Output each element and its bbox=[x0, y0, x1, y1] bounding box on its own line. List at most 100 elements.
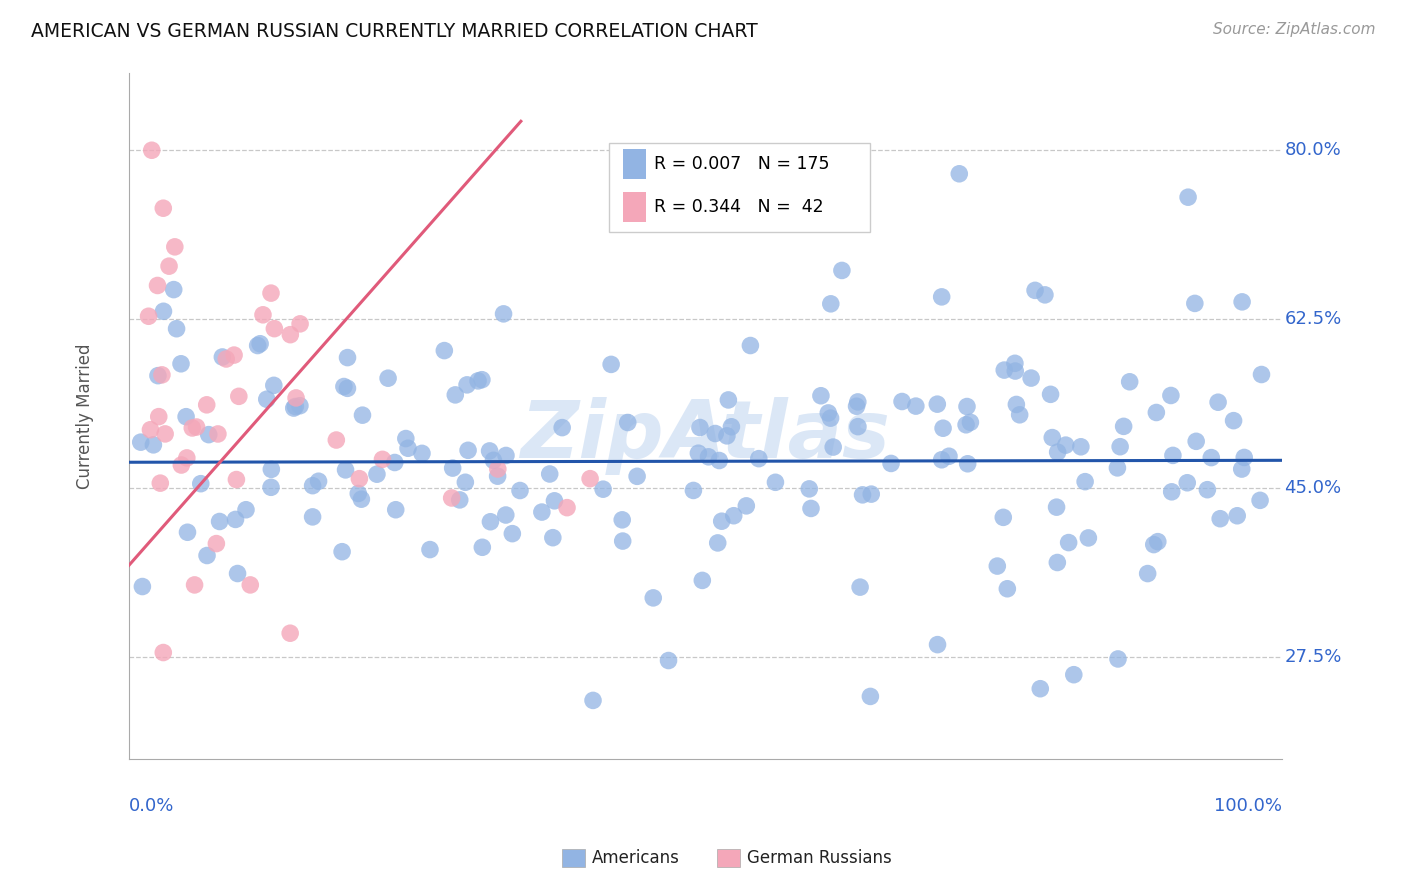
Point bbox=[260, 286, 283, 301]
Point bbox=[174, 409, 197, 424]
Point bbox=[226, 566, 249, 581]
Text: 27.5%: 27.5% bbox=[1285, 648, 1341, 666]
Point bbox=[301, 478, 323, 492]
Text: R = 0.007   N = 175: R = 0.007 N = 175 bbox=[654, 154, 830, 173]
Point bbox=[278, 327, 301, 342]
Point bbox=[955, 417, 977, 432]
Point bbox=[538, 467, 561, 481]
Point bbox=[612, 534, 634, 549]
Point bbox=[1024, 284, 1046, 298]
Point bbox=[740, 338, 762, 352]
Point bbox=[1184, 296, 1206, 310]
Point bbox=[471, 373, 494, 387]
Point bbox=[330, 544, 353, 558]
Point bbox=[283, 401, 305, 415]
Point bbox=[800, 501, 823, 516]
Point bbox=[820, 297, 842, 311]
Point bbox=[688, 446, 710, 460]
Point bbox=[252, 308, 274, 322]
Point bbox=[256, 392, 278, 407]
Point bbox=[592, 482, 614, 496]
Point bbox=[163, 283, 186, 297]
Point bbox=[1004, 364, 1026, 378]
Point bbox=[176, 450, 198, 465]
Point bbox=[1209, 512, 1232, 526]
Point bbox=[735, 499, 758, 513]
Point bbox=[288, 399, 311, 413]
Point bbox=[1004, 356, 1026, 370]
Point bbox=[1226, 508, 1249, 523]
Point bbox=[454, 475, 477, 490]
Point bbox=[449, 492, 471, 507]
Point bbox=[748, 451, 770, 466]
Point bbox=[541, 531, 564, 545]
Point bbox=[582, 693, 605, 707]
Point bbox=[932, 421, 955, 435]
Point bbox=[880, 457, 903, 471]
Point bbox=[716, 429, 738, 443]
Point bbox=[1185, 434, 1208, 449]
Point bbox=[643, 591, 665, 605]
Point bbox=[195, 398, 218, 412]
Point bbox=[456, 377, 478, 392]
Point bbox=[146, 278, 169, 293]
Point bbox=[543, 493, 565, 508]
Point bbox=[927, 638, 949, 652]
Point bbox=[1109, 440, 1132, 454]
Point bbox=[301, 509, 323, 524]
Point bbox=[904, 399, 927, 413]
Point bbox=[555, 500, 578, 515]
Point bbox=[551, 420, 574, 434]
Point bbox=[495, 449, 517, 463]
Point bbox=[717, 392, 740, 407]
Point bbox=[239, 578, 262, 592]
Point bbox=[710, 514, 733, 528]
Point bbox=[1160, 484, 1182, 499]
Point bbox=[706, 536, 728, 550]
Point bbox=[1160, 388, 1182, 402]
Point bbox=[150, 368, 173, 382]
Point bbox=[208, 515, 231, 529]
Point bbox=[467, 374, 489, 388]
Point bbox=[993, 510, 1015, 524]
Point bbox=[235, 502, 257, 516]
Point bbox=[1112, 419, 1135, 434]
Point bbox=[1136, 566, 1159, 581]
Point bbox=[823, 440, 845, 454]
Point bbox=[444, 388, 467, 402]
Point bbox=[138, 310, 160, 324]
Point bbox=[682, 483, 704, 498]
Point bbox=[260, 480, 283, 494]
Point bbox=[395, 432, 418, 446]
Point bbox=[478, 444, 501, 458]
Text: 0.0%: 0.0% bbox=[129, 797, 174, 814]
Point bbox=[956, 400, 979, 414]
Point bbox=[349, 472, 371, 486]
Point bbox=[799, 482, 821, 496]
Point bbox=[146, 368, 169, 383]
Point bbox=[176, 525, 198, 540]
Point bbox=[471, 541, 494, 555]
Point bbox=[278, 626, 301, 640]
Point bbox=[260, 462, 283, 476]
Point bbox=[195, 549, 218, 563]
Point bbox=[1057, 535, 1080, 549]
Point bbox=[181, 421, 204, 435]
Point bbox=[419, 542, 441, 557]
Point bbox=[891, 394, 914, 409]
Text: 80.0%: 80.0% bbox=[1285, 141, 1341, 160]
Point bbox=[284, 400, 307, 414]
Point bbox=[810, 389, 832, 403]
Point bbox=[820, 411, 842, 425]
Point bbox=[440, 491, 463, 505]
Point bbox=[931, 290, 953, 304]
Point bbox=[263, 321, 285, 335]
Point bbox=[211, 350, 233, 364]
Point bbox=[612, 513, 634, 527]
Point bbox=[157, 259, 180, 273]
Point bbox=[163, 240, 186, 254]
Point bbox=[1005, 397, 1028, 411]
Point bbox=[846, 395, 869, 409]
Point bbox=[723, 508, 745, 523]
Point bbox=[366, 467, 388, 482]
